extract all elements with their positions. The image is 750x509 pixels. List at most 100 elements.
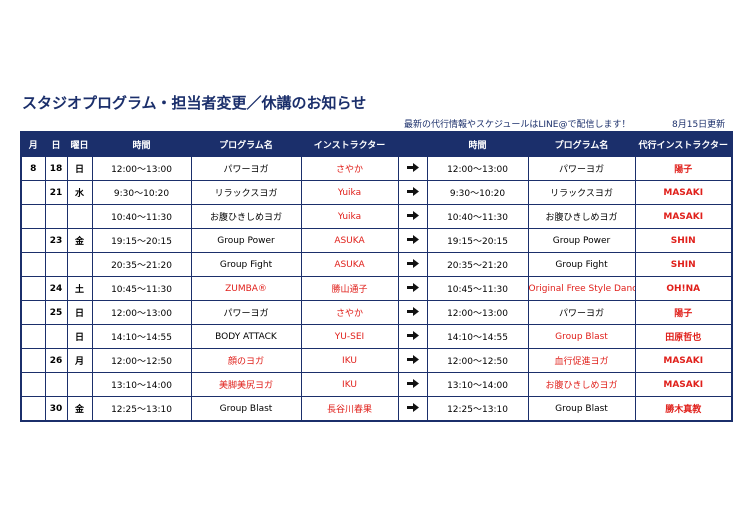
table-cell: 26 bbox=[44, 348, 68, 373]
arrow-icon bbox=[406, 258, 419, 268]
table-row: 日 14:10～14:55 BODY ATTACK YU-SEI 14:10～14:55… bbox=[20, 324, 733, 349]
table-cell: SHIN bbox=[634, 252, 733, 277]
table-row: 13:10～14:00 美脚美尻ヨガ IKU 13:10～14:00 お腹ひきしめヨガ M… bbox=[20, 372, 733, 397]
table-cell bbox=[66, 252, 93, 277]
table-cell: MASAKI bbox=[634, 180, 733, 205]
table-cell: 25 bbox=[44, 300, 68, 325]
column-header: 曜日 bbox=[66, 131, 93, 157]
table-cell: SHIN bbox=[634, 228, 733, 253]
arrow-cell bbox=[397, 180, 428, 205]
table-cell: ASUKA bbox=[300, 252, 399, 277]
table-cell: 20:35～21:20 bbox=[426, 252, 529, 277]
table-cell: 19:15～20:15 bbox=[426, 228, 529, 253]
arrow-cell bbox=[397, 156, 428, 181]
table-cell: ZUMBA® bbox=[190, 276, 302, 301]
table-cell: 金 bbox=[66, 396, 93, 422]
table-cell: 12:00～13:00 bbox=[426, 300, 529, 325]
table-cell: 月 bbox=[66, 348, 93, 373]
arrow-cell bbox=[397, 348, 428, 373]
arrow-icon bbox=[406, 354, 419, 364]
table-cell: 水 bbox=[66, 180, 93, 205]
arrow-cell bbox=[397, 252, 428, 277]
table-cell bbox=[44, 372, 68, 397]
table-cell: パワーヨガ bbox=[190, 156, 302, 181]
table-cell: 長谷川春果 bbox=[300, 396, 399, 422]
table-cell bbox=[44, 324, 68, 349]
arrow-icon bbox=[406, 210, 419, 220]
table-cell: YU-SEI bbox=[300, 324, 399, 349]
table-cell: 田原哲也 bbox=[634, 324, 733, 349]
column-header: 時間 bbox=[91, 131, 192, 157]
arrow-cell bbox=[397, 372, 428, 397]
table-cell bbox=[20, 396, 46, 422]
table-cell bbox=[20, 252, 46, 277]
table-cell: 顔のヨガ bbox=[190, 348, 302, 373]
table-cell bbox=[20, 372, 46, 397]
arrow-cell bbox=[397, 204, 428, 229]
table-cell bbox=[20, 204, 46, 229]
table-cell: 12:25～13:10 bbox=[426, 396, 529, 422]
schedule-table: 月日曜日 時間 プログラム名 インストラクター 時間 プログラム名 代行インストラクター 8… bbox=[20, 131, 733, 422]
table-body: 8 18 日 12:00～13:00 パワーヨガ さやか 12:00～13:00 パワーヨガ陽… bbox=[20, 156, 733, 422]
table-cell: 勝木真教 bbox=[634, 396, 733, 422]
table-cell: Group Power bbox=[190, 228, 302, 253]
table-cell: 陽子 bbox=[634, 156, 733, 181]
table-cell bbox=[20, 276, 46, 301]
column-header: プログラム名 bbox=[527, 131, 636, 157]
column-header: 時間 bbox=[426, 131, 529, 157]
table-cell: 12:00～12:50 bbox=[426, 348, 529, 373]
table-row: 23 金 19:15～20:15 Group Power ASUKA 19:15～20:1… bbox=[20, 228, 733, 253]
table-cell: IKU bbox=[300, 372, 399, 397]
table-cell bbox=[20, 348, 46, 373]
arrow-cell bbox=[397, 300, 428, 325]
notice: 最新の代行情報やスケジュールはLINE@で配信します！ bbox=[404, 120, 631, 130]
table-cell: 土 bbox=[66, 276, 93, 301]
table-row: 26 月 12:00～12:50 顔のヨガ IKU 12:00～12:50 血行促進ヨガ MA… bbox=[20, 348, 733, 373]
table-cell: 10:40～11:30 bbox=[426, 204, 529, 229]
table-cell: お腹ひきしめヨガ bbox=[527, 372, 636, 397]
table-row: 24 土 10:45～11:30 ZUMBA® 勝山通子 10:45～11:30 Origi… bbox=[20, 276, 733, 301]
arrow-header bbox=[397, 131, 428, 157]
table-cell: 13:10～14:00 bbox=[91, 372, 192, 397]
table-cell: Group Fight bbox=[190, 252, 302, 277]
table-row: 25 日 12:00～13:00 パワーヨガ さやか 12:00～13:00 パワーヨガ 陽子 bbox=[20, 300, 733, 325]
table-cell: さやか bbox=[300, 300, 399, 325]
arrow-cell bbox=[397, 276, 428, 301]
table-cell bbox=[20, 324, 46, 349]
table-cell: 20:35～21:20 bbox=[91, 252, 192, 277]
table-cell: MASAKI bbox=[634, 348, 733, 373]
arrow-icon bbox=[406, 234, 419, 244]
title: スタジオプログラム・担当者変更／休講のお知らせ bbox=[22, 94, 367, 112]
table-cell: 19:15～20:15 bbox=[91, 228, 192, 253]
table-cell: 18 bbox=[44, 156, 68, 181]
table-cell: 日 bbox=[66, 300, 93, 325]
table-cell: Yuika bbox=[300, 204, 399, 229]
table-cell: 21 bbox=[44, 180, 68, 205]
table-cell: 9:30～10:20 bbox=[91, 180, 192, 205]
arrow-icon bbox=[406, 162, 419, 172]
table-cell: MASAKI bbox=[634, 204, 733, 229]
column-header: 日 bbox=[44, 131, 68, 157]
table-cell: IKU bbox=[300, 348, 399, 373]
table-cell: 勝山通子 bbox=[300, 276, 399, 301]
arrow-icon bbox=[406, 186, 419, 196]
table-cell: Group Power bbox=[527, 228, 636, 253]
table-cell: 12:25～13:10 bbox=[91, 396, 192, 422]
table-cell: OH!NA bbox=[634, 276, 733, 301]
table-cell: 日 bbox=[66, 156, 93, 181]
arrow-cell bbox=[397, 228, 428, 253]
table-cell: 14:10～14:55 bbox=[426, 324, 529, 349]
table-cell: 30 bbox=[44, 396, 68, 422]
updated-date: 8月15日更新 bbox=[672, 120, 726, 130]
table-cell: 血行促進ヨガ bbox=[527, 348, 636, 373]
column-header: プログラム名 bbox=[190, 131, 302, 157]
table-cell bbox=[20, 228, 46, 253]
table-cell: 23 bbox=[44, 228, 68, 253]
arrow-cell bbox=[397, 396, 428, 422]
table-cell bbox=[66, 204, 93, 229]
table-cell: パワーヨガ bbox=[527, 156, 636, 181]
table-cell: リラックスヨガ bbox=[527, 180, 636, 205]
table-cell: Group Blast bbox=[527, 396, 636, 422]
arrow-icon bbox=[406, 378, 419, 388]
